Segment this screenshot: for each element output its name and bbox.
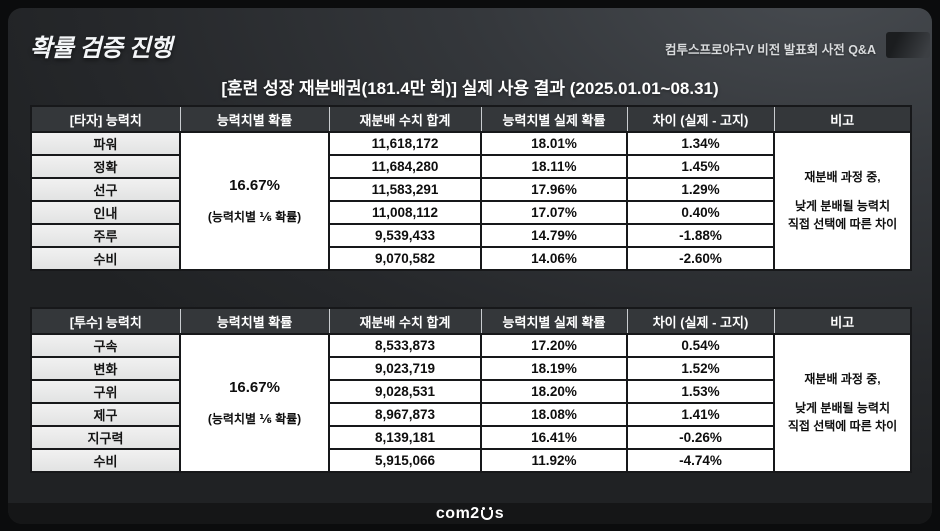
- sum-cell: 11,618,172: [328, 131, 482, 156]
- slide-subtitle: [훈련 성장 재분배권(181.4만 회)] 실제 사용 결과 (2025.01…: [221, 79, 719, 98]
- ability-label-cell: 구속: [30, 333, 181, 358]
- diff-cell: 1.41%: [626, 402, 775, 427]
- table-row: 주루 9,539,433 14.79% -1.88%: [30, 223, 911, 248]
- actual-prob-cell: 16.41%: [480, 425, 628, 450]
- sum-cell: 11,684,280: [328, 154, 482, 179]
- table-row: 인내 11,008,112 17.07% 0.40%: [30, 200, 911, 225]
- diff-cell: -4.74%: [626, 448, 775, 473]
- ability-label-cell: 수비: [30, 246, 181, 271]
- diff-cell: -1.88%: [626, 223, 775, 248]
- ability-label-cell: 파워: [30, 131, 181, 156]
- table-row: 지구력 8,139,181 16.41% -0.26%: [30, 425, 911, 450]
- note-line-2: 낮게 분배될 능력치 직접 선택에 따른 차이: [787, 401, 898, 433]
- footer-bar: com2 s: [8, 503, 932, 524]
- column-header-actual-prob: 능력치별 실제 확률: [480, 105, 628, 133]
- note-line-1: 재분배 과정 중,: [804, 169, 881, 184]
- actual-prob-cell: 17.07%: [480, 200, 628, 225]
- diff-cell: 0.54%: [626, 333, 775, 358]
- ability-label-cell: 수비: [30, 448, 181, 473]
- ability-label-cell: 정확: [30, 154, 181, 179]
- sum-cell: 11,583,291: [328, 177, 482, 202]
- slide-panel: 확률 검증 진행 컴투스프로야구V 비전 발표회 사전 Q&A [훈련 성장 재…: [8, 8, 932, 524]
- table-row: 변화 9,023,719 18.19% 1.52%: [30, 356, 911, 381]
- actual-prob-cell: 11.92%: [480, 448, 628, 473]
- column-header-batter-ability: [타자] 능력치: [30, 105, 181, 133]
- ability-label-cell: 변화: [30, 356, 181, 381]
- table-header-row: [투수] 능력치 능력치별 확률 재분배 수치 합계 능력치별 실제 확률 차이…: [30, 307, 912, 335]
- table-row: 수비 9,070,582 14.06% -2.60%: [30, 246, 911, 271]
- sum-cell: 8,139,181: [328, 425, 482, 450]
- actual-prob-cell: 17.96%: [480, 177, 628, 202]
- actual-prob-cell: 18.11%: [480, 154, 628, 179]
- actual-prob-cell: 14.06%: [480, 246, 628, 271]
- sum-cell: 9,023,719: [328, 356, 482, 381]
- diff-cell: 1.45%: [626, 154, 775, 179]
- note-cell: 재분배 과정 중, 낮게 분배될 능력치 직접 선택에 따른 차이: [773, 333, 912, 473]
- column-header-stated-prob: 능력치별 확률: [179, 307, 330, 335]
- table-row: 파워 16.67% (능력치별 ⅙ 확률) 11,618,172 18.01% …: [30, 131, 912, 271]
- pitcher-stats-table: [투수] 능력치 능력치별 확률 재분배 수치 합계 능력치별 실제 확률 차이…: [30, 307, 912, 473]
- actual-prob-cell: 18.01%: [480, 131, 628, 156]
- actual-prob-cell: 14.79%: [480, 223, 628, 248]
- column-header-note: 비고: [773, 307, 912, 335]
- table-row: 구속 16.67% (능력치별 ⅙ 확률) 8,533,873 17.20% 0…: [30, 333, 912, 473]
- column-header-diff: 차이 (실제 - 고지): [626, 105, 775, 133]
- table-row: 수비 5,915,066 11.92% -4.74%: [30, 448, 911, 473]
- sum-cell: 8,967,873: [328, 402, 482, 427]
- ability-label-cell: 지구력: [30, 425, 181, 450]
- ability-label-cell: 인내: [30, 200, 181, 225]
- table-row: 제구 8,967,873 18.08% 1.41%: [30, 402, 911, 427]
- actual-prob-cell: 18.20%: [480, 379, 628, 404]
- column-header-actual-prob: 능력치별 실제 확률: [480, 307, 628, 335]
- diff-cell: -0.26%: [626, 425, 775, 450]
- note-line-2: 낮게 분배될 능력치 직접 선택에 따른 차이: [787, 199, 898, 231]
- diff-cell: 1.52%: [626, 356, 775, 381]
- stated-prob-sub: (능력치별 ⅙ 확률): [207, 412, 302, 426]
- ability-label-cell: 주루: [30, 223, 181, 248]
- sum-cell: 9,539,433: [328, 223, 482, 248]
- stated-prob-sub: (능력치별 ⅙ 확률): [207, 210, 302, 224]
- stated-prob-cell: 16.67% (능력치별 ⅙ 확률): [179, 333, 330, 473]
- event-label: 컴투스프로야구V 비전 발표회 사전 Q&A: [664, 43, 876, 57]
- sum-cell: 11,008,112: [328, 200, 482, 225]
- note-cell: 재분배 과정 중, 낮게 분배될 능력치 직접 선택에 따른 차이: [773, 131, 912, 271]
- diff-cell: 0.40%: [626, 200, 775, 225]
- table-row: 구위 9,028,531 18.20% 1.53%: [30, 379, 911, 404]
- logo-text-post: s: [494, 504, 505, 522]
- diff-cell: 1.29%: [626, 177, 775, 202]
- actual-prob-cell: 17.20%: [480, 333, 628, 358]
- diff-cell: 1.53%: [626, 379, 775, 404]
- page-title: 확률 검증 진행: [30, 35, 172, 62]
- stated-prob-value: 16.67%: [229, 177, 280, 194]
- note-line-1: 재분배 과정 중,: [804, 371, 881, 386]
- column-header-sum: 재분배 수치 합계: [328, 105, 482, 133]
- stated-prob-value: 16.67%: [229, 379, 280, 396]
- ability-label-cell: 제구: [30, 402, 181, 427]
- sum-cell: 9,028,531: [328, 379, 482, 404]
- table-row: 정확 11,684,280 18.11% 1.45%: [30, 154, 911, 179]
- sum-cell: 5,915,066: [328, 448, 482, 473]
- table-row: 선구 11,583,291 17.96% 1.29%: [30, 177, 911, 202]
- actual-prob-cell: 18.08%: [480, 402, 628, 427]
- diff-cell: 1.34%: [626, 131, 775, 156]
- stated-prob-cell: 16.67% (능력치별 ⅙ 확률): [179, 131, 330, 271]
- logo-text-pre: com2: [435, 504, 480, 522]
- smiley-u-icon: [481, 507, 494, 520]
- sum-cell: 8,533,873: [328, 333, 482, 358]
- batter-stats-table: [타자] 능력치 능력치별 확률 재분배 수치 합계 능력치별 실제 확률 차이…: [30, 105, 912, 271]
- column-header-stated-prob: 능력치별 확률: [179, 105, 330, 133]
- diff-cell: -2.60%: [626, 246, 775, 271]
- column-header-note: 비고: [773, 105, 912, 133]
- column-header-diff: 차이 (실제 - 고지): [626, 307, 775, 335]
- column-header-pitcher-ability: [투수] 능력치: [30, 307, 181, 335]
- sum-cell: 9,070,582: [328, 246, 482, 271]
- table-header-row: [타자] 능력치 능력치별 확률 재분배 수치 합계 능력치별 실제 확률 차이…: [30, 105, 912, 133]
- ability-label-cell: 구위: [30, 379, 181, 404]
- ability-label-cell: 선구: [30, 177, 181, 202]
- com2us-logo: com2 s: [435, 504, 505, 522]
- corner-logo-badge: [886, 32, 930, 58]
- column-header-sum: 재분배 수치 합계: [328, 307, 482, 335]
- actual-prob-cell: 18.19%: [480, 356, 628, 381]
